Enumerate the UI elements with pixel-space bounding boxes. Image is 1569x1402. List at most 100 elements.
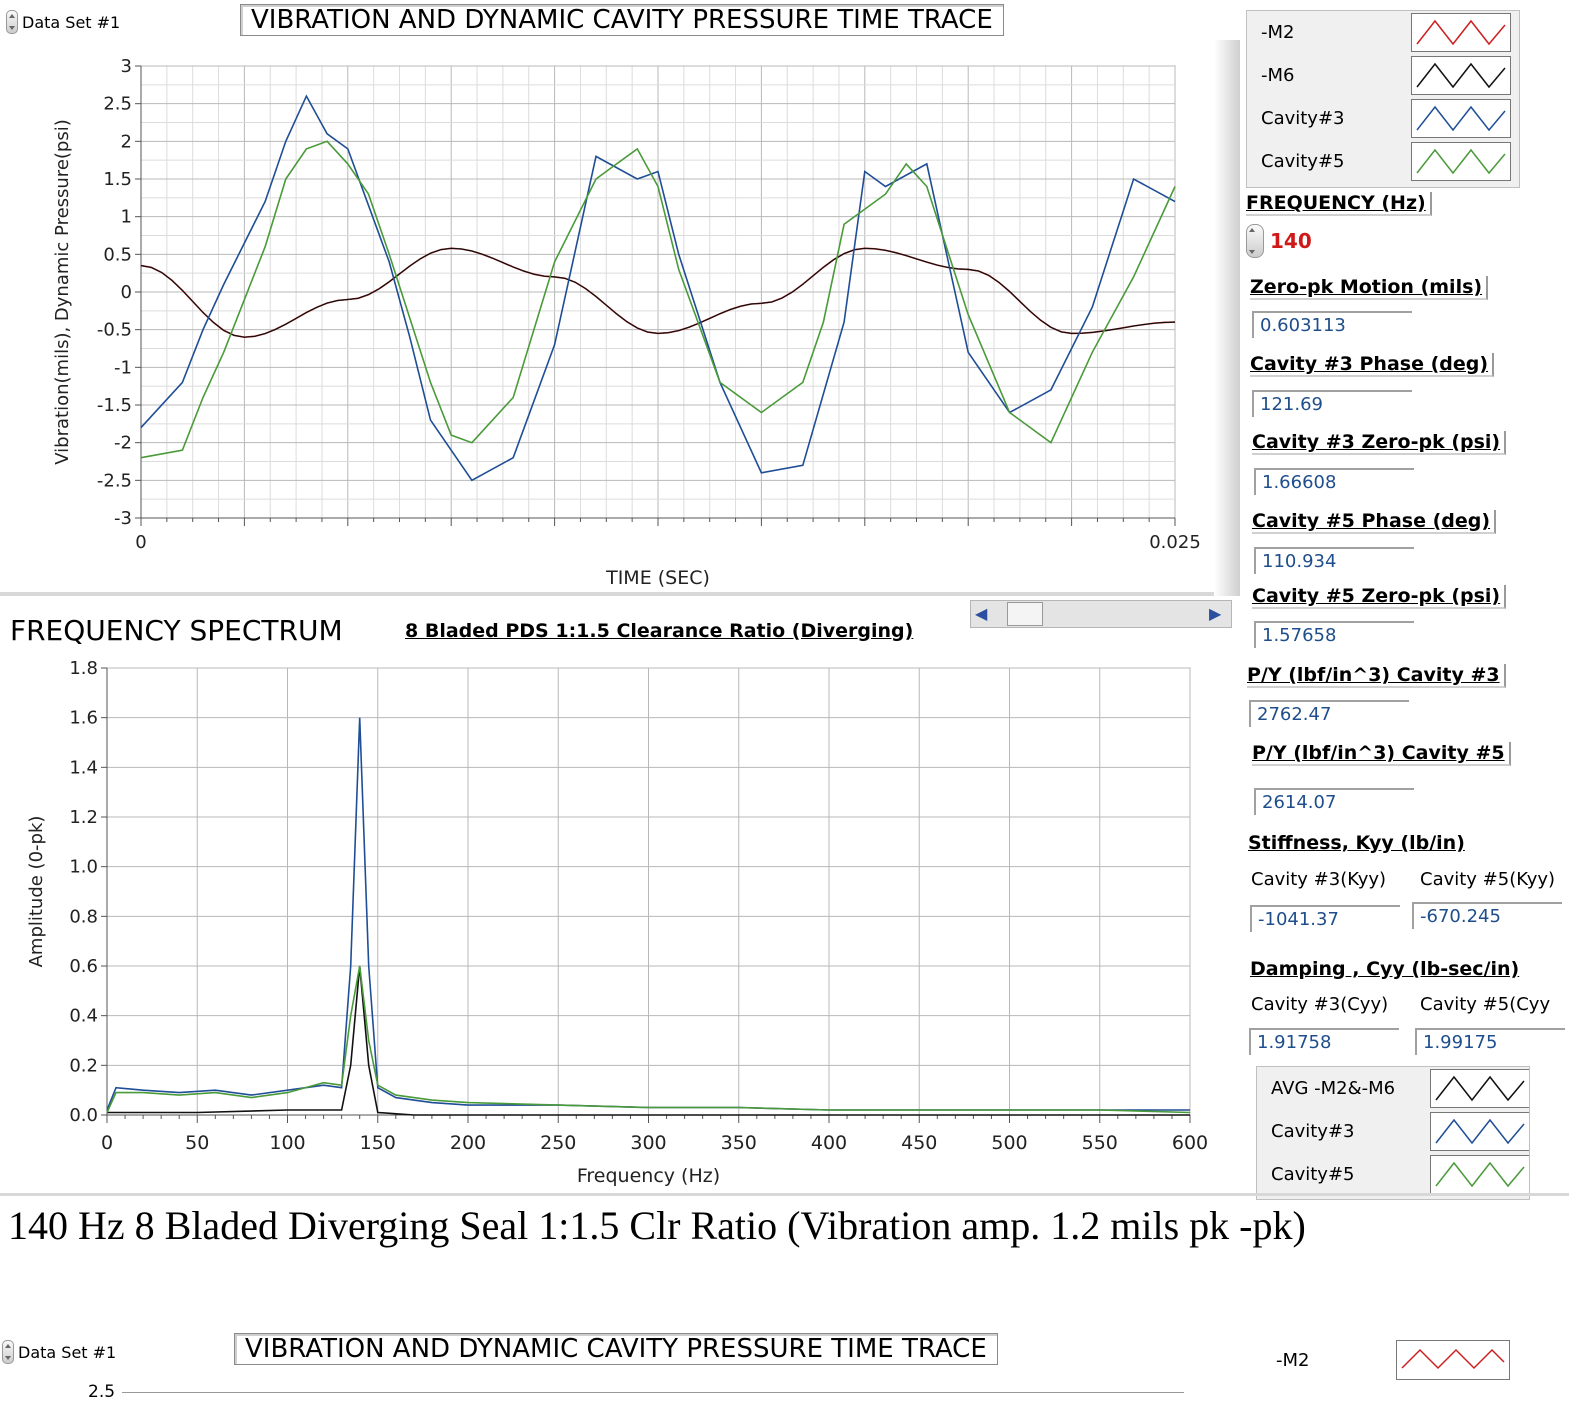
figure-caption: 140 Hz 8 Bladed Diverging Seal 1:1.5 Clr… xyxy=(8,1203,1306,1248)
trace-legend-item: Cavity#5 xyxy=(1247,140,1519,183)
field-label-4: Cavity #5 Zero-pk (psi) xyxy=(1252,585,1507,609)
y-tick-label: -1.5 xyxy=(97,395,132,416)
x-tick-label: 450 xyxy=(901,1132,937,1154)
trace-legend-item: Cavity#3 xyxy=(1247,97,1519,140)
stiffness-c5-value: -670.245 xyxy=(1412,902,1562,929)
trace-legend-item: -M2 xyxy=(1247,11,1519,54)
frequency-spinner-icon[interactable] xyxy=(1246,224,1264,258)
trace-legend-swatch xyxy=(1411,142,1511,181)
x-tick-label: 0 xyxy=(101,1132,113,1154)
y-tick-label: 1.6 xyxy=(69,708,98,729)
scroll-left-icon[interactable]: ◀ xyxy=(975,604,988,623)
spectrum-chart: 1.8 1.6 1.4 1.2 1.0 0.8 0.6 0.4 0.2 0.00 50 100 150 2… xyxy=(26,658,1208,1187)
trace-legend-swatch xyxy=(1411,99,1511,138)
scroll-thumb[interactable] xyxy=(1007,602,1043,626)
stiffness-label: Stiffness, Kyy (lb/in) xyxy=(1248,832,1465,854)
spectrum-legend-label: Cavity#3 xyxy=(1271,1121,1355,1142)
x-tick-label: 250 xyxy=(540,1132,576,1154)
dataset-selector-2[interactable]: Data Set #1 xyxy=(2,1340,116,1364)
x-tick-label: 150 xyxy=(360,1132,396,1154)
y-tick-label: 0 xyxy=(121,282,132,303)
x-tick-label: 200 xyxy=(450,1132,486,1154)
y-tick-label: 2.5 xyxy=(103,94,132,115)
y-tick-label: 0.4 xyxy=(69,1006,98,1027)
y-tick-label: 3 xyxy=(121,56,132,77)
legend-swatch-2-m2 xyxy=(1396,1340,1510,1380)
dataset-spinner-icon-2[interactable] xyxy=(2,1340,14,1364)
spectrum-legend: AVG -M2&-M6 Cavity#3 Cavity#5 xyxy=(1256,1066,1530,1200)
x-tick-label: 50 xyxy=(185,1132,209,1154)
y-tick-label: 0.8 xyxy=(69,906,98,927)
spectrum-legend-item: Cavity#5 xyxy=(1257,1153,1529,1196)
field-value-0: 0.603113 xyxy=(1252,311,1412,338)
trace-legend-label: Cavity#5 xyxy=(1261,151,1345,172)
damping-block: Damping , Cyy (lb-sec/in) xyxy=(1250,958,1523,980)
frequency-label: FREQUENCY (Hz) xyxy=(1246,192,1432,216)
stiffness-c3-value: -1041.37 xyxy=(1250,905,1400,932)
panel-divider xyxy=(0,592,1238,596)
time-trace-title: VIBRATION AND DYNAMIC CAVITY PRESSURE TI… xyxy=(240,4,1004,36)
spectrum-subtitle: 8 Bladed PDS 1:1.5 Clearance Ratio (Dive… xyxy=(405,620,914,642)
time-trace-chart: 32.521.510.50-0.5-1-1.5-2-2.5-30 0.025TIM… xyxy=(52,56,1201,589)
y-tick-label: -3 xyxy=(114,508,132,529)
spectrum-legend-swatch xyxy=(1429,1155,1529,1194)
x-axis-label: TIME (SEC) xyxy=(605,567,710,589)
dataset-label: Data Set #1 xyxy=(22,12,121,32)
series-line-cavity5 xyxy=(106,965,1191,1114)
y-tick-label: -1 xyxy=(114,357,132,378)
spectrum-title: FREQUENCY SPECTRUM xyxy=(10,614,343,647)
y-tick-label: -0.5 xyxy=(97,320,132,341)
y-tick-label: 1.8 xyxy=(69,658,98,679)
x-tick-label: 350 xyxy=(721,1132,757,1154)
field-value-3: 110.934 xyxy=(1254,547,1414,574)
scroll-right-icon[interactable]: ▶ xyxy=(1209,604,1222,623)
y-tick-label: 0.2 xyxy=(69,1055,98,1076)
spectrum-legend-label: AVG -M2&-M6 xyxy=(1271,1078,1396,1099)
y-tick-label: 0.6 xyxy=(69,956,98,977)
series-line-m6 xyxy=(140,247,1176,338)
field-label-0: Zero-pk Motion (mils) xyxy=(1250,276,1489,300)
x-tick-label: 600 xyxy=(1172,1132,1208,1154)
y-tick-label: 1.5 xyxy=(103,169,132,190)
y-axis-label: Vibration(mils), Dynamic Pressure(psi) xyxy=(52,119,73,464)
trace-legend-label: -M2 xyxy=(1261,22,1295,43)
x-tick-label: 0 xyxy=(135,532,146,553)
stiffness-c5-label: Cavity #5(Kyy) xyxy=(1420,869,1556,890)
y-tick-label: 0.0 xyxy=(69,1105,98,1126)
field-label-3: Cavity #5 Phase (deg) xyxy=(1252,510,1497,534)
field-value-6: 2614.07 xyxy=(1254,788,1414,815)
y-tick-label: 1.0 xyxy=(69,857,98,878)
y-tick-label: 0.5 xyxy=(103,244,132,265)
y-tick-label: -2 xyxy=(114,433,132,454)
y-axis-label: Amplitude (0-pk) xyxy=(26,816,47,968)
trace-legend-item: -M6 xyxy=(1247,54,1519,97)
field-value-2: 1.66608 xyxy=(1254,468,1414,495)
x-tick-label: 500 xyxy=(991,1132,1027,1154)
dataset-selector[interactable]: Data Set #1 xyxy=(6,10,120,34)
field-value-1: 121.69 xyxy=(1252,390,1412,417)
x-tick-label: 300 xyxy=(630,1132,666,1154)
dataset-spinner-icon[interactable] xyxy=(6,10,18,34)
stiffness-block: Stiffness, Kyy (lb/in) xyxy=(1248,832,1469,854)
dataset-label-2: Data Set #1 xyxy=(18,1342,117,1362)
x-tick-label: 550 xyxy=(1082,1132,1118,1154)
field-label-1: Cavity #3 Phase (deg) xyxy=(1250,353,1495,377)
series-line-cavity3 xyxy=(140,94,1176,482)
bottom-axis-line xyxy=(122,1392,1184,1393)
frequency-block: FREQUENCY (Hz) 140 xyxy=(1246,192,1432,258)
trace-legend-swatch xyxy=(1411,13,1511,52)
y-tick-label: -2.5 xyxy=(97,470,132,491)
time-trace-title-2: VIBRATION AND DYNAMIC CAVITY PRESSURE TI… xyxy=(234,1333,998,1365)
damping-c3-value: 1.91758 xyxy=(1249,1028,1399,1055)
y-tick-label: 1.2 xyxy=(69,807,98,828)
spectrum-legend-item: Cavity#3 xyxy=(1257,1110,1529,1153)
field-value-5: 2762.47 xyxy=(1249,700,1409,727)
legend-item-2-m2: -M2 xyxy=(1276,1350,1310,1371)
field-label-2: Cavity #3 Zero-pk (psi) xyxy=(1252,431,1507,455)
bottom-ytick: 2.5 xyxy=(88,1382,116,1402)
spectrum-legend-item: AVG -M2&-M6 xyxy=(1257,1067,1529,1110)
frequency-value[interactable]: 140 xyxy=(1270,229,1312,253)
spectrum-legend-label: Cavity#5 xyxy=(1271,1164,1355,1185)
caption-divider xyxy=(0,1193,1569,1196)
scrollbar[interactable]: ◀ ▶ xyxy=(970,600,1232,628)
